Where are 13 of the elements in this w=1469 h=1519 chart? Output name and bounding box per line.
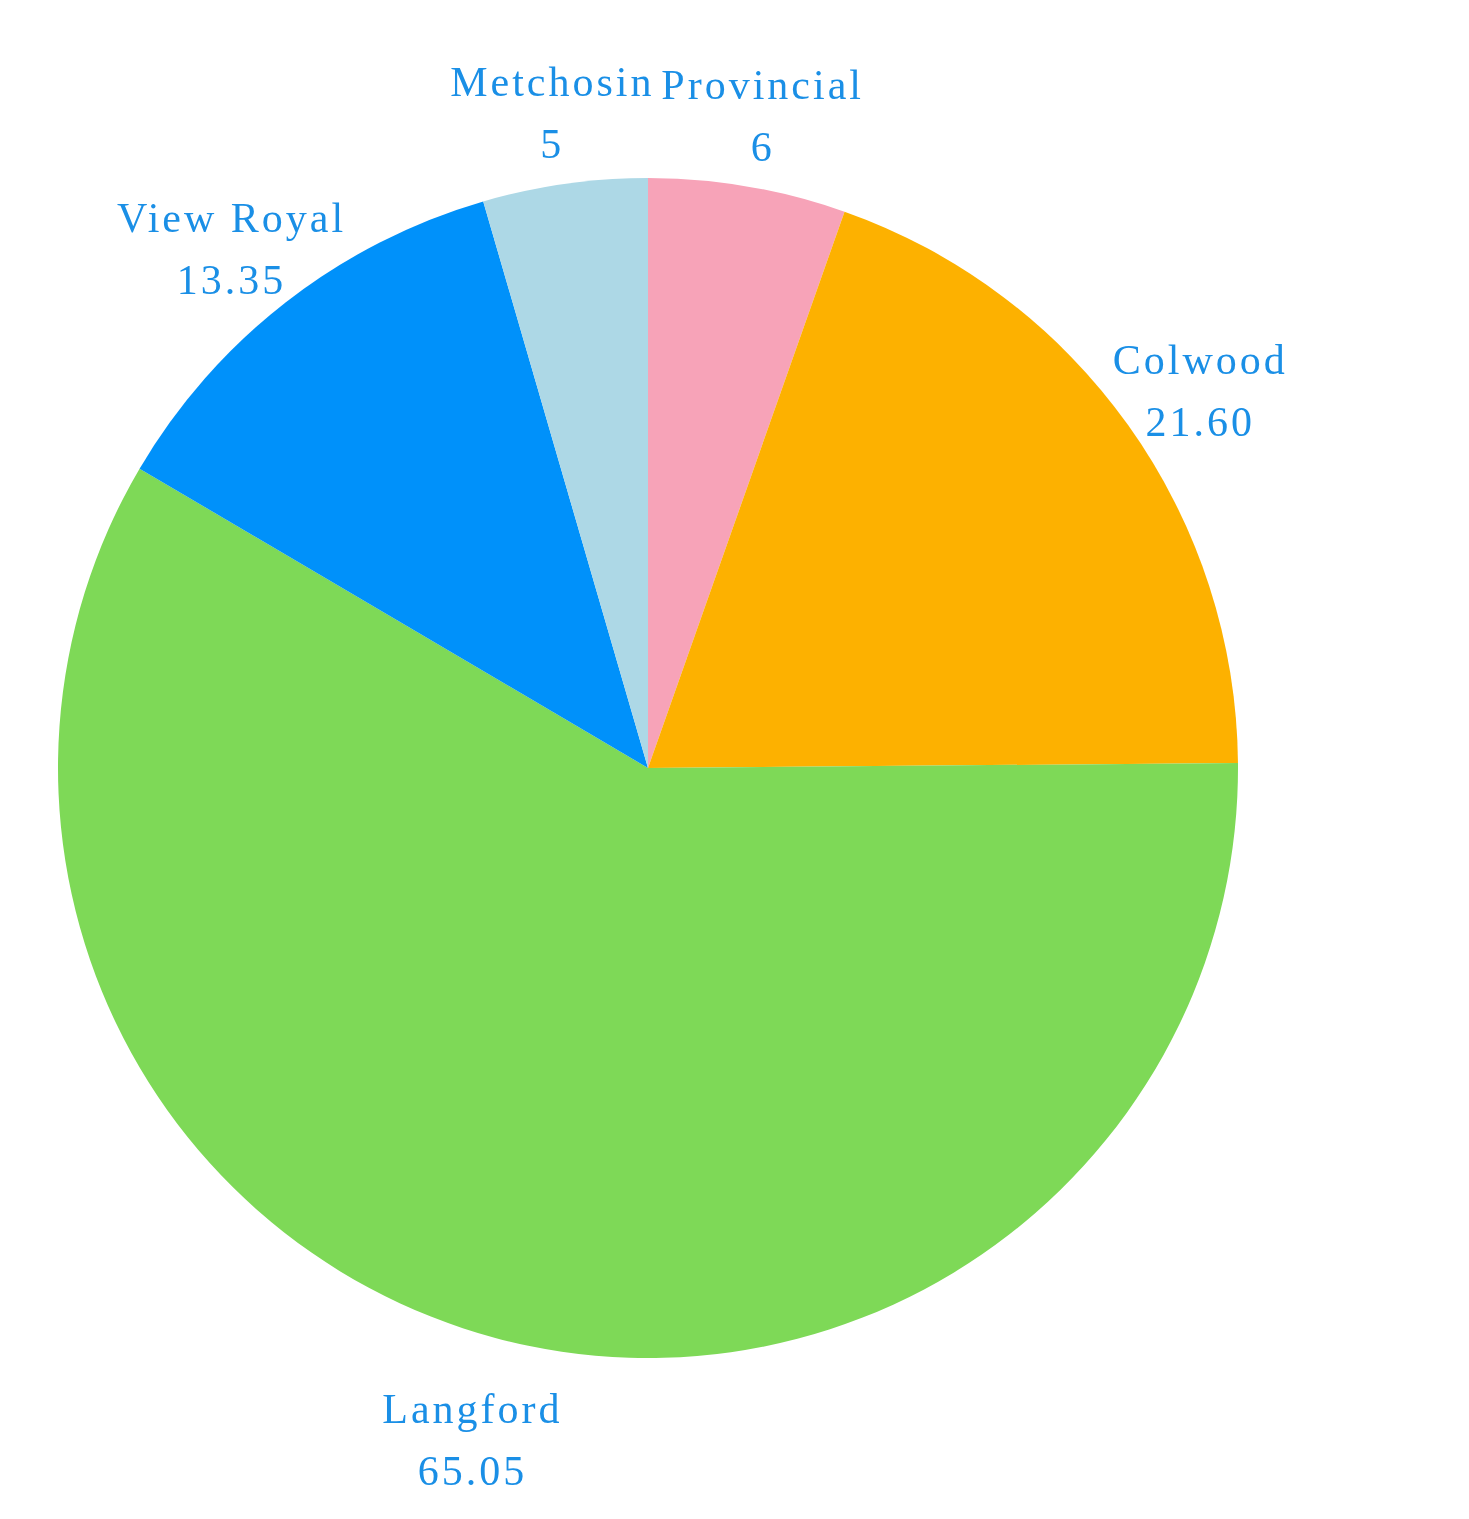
slice-label: Metchosin [450, 59, 655, 106]
data-label: 13.35 [176, 257, 287, 304]
data-label: 6 [750, 124, 775, 171]
slice-label: Langford [382, 1386, 563, 1433]
slice-label: View Royal [116, 195, 347, 242]
pie-slice [483, 178, 648, 768]
pie-slice [58, 468, 1238, 1358]
data-label: 65.05 [417, 1448, 528, 1495]
data-label: 21.60 [1145, 398, 1256, 445]
slice-label: Colwood [1112, 336, 1288, 383]
data-label: 5 [540, 121, 565, 168]
slice-label: Provincial [661, 62, 864, 109]
pie-slice [648, 178, 845, 768]
